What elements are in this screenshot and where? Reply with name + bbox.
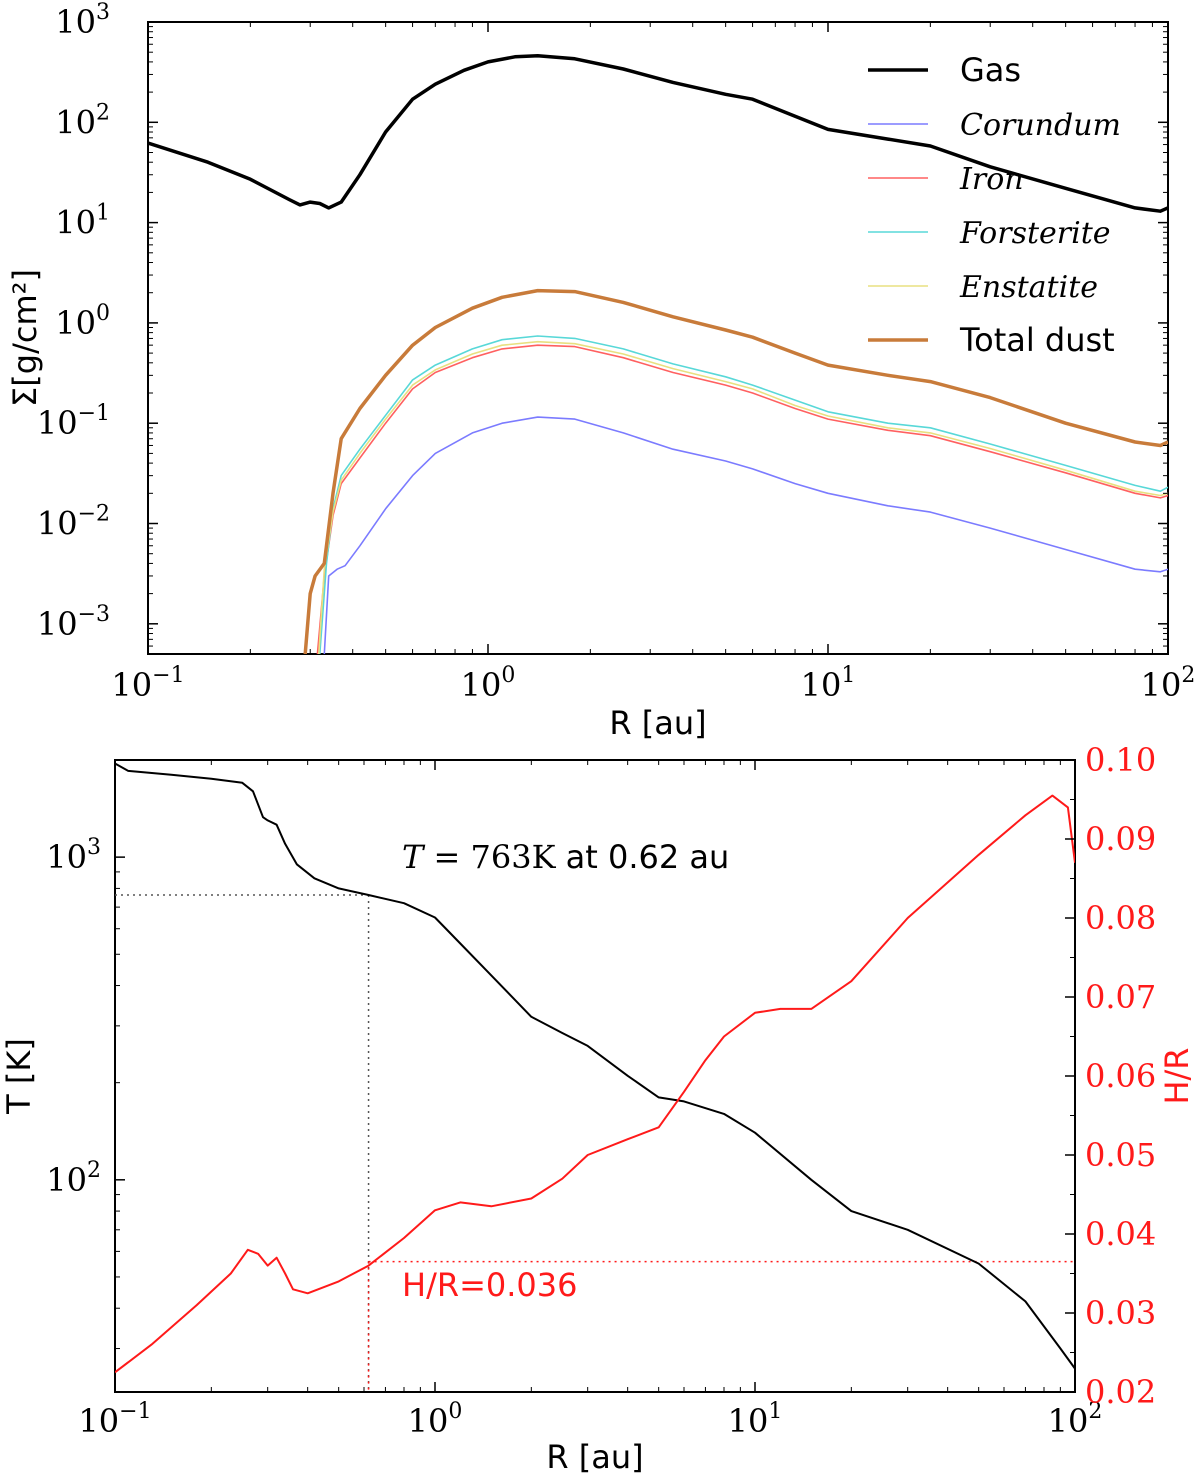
y2-tick-label: 0.10 (1085, 741, 1156, 779)
legend-label: Enstatite (959, 270, 1098, 305)
legend-item: Iron (868, 162, 1024, 197)
y-tick-label: 10−3 (37, 602, 110, 643)
y-tick-label: 10−2 (37, 502, 110, 543)
series-line-gas (148, 54, 1168, 213)
y2-tick-label: 0.03 (1085, 1294, 1156, 1332)
series-line-iron (316, 344, 1168, 654)
y2-tick-label: 0.02 (1085, 1373, 1156, 1411)
y-tick-label: 103 (46, 835, 101, 876)
x-axis-label-bottom: R [au] (546, 1438, 643, 1476)
y2-tick-label: 0.04 (1085, 1215, 1156, 1253)
y2-tick-label: 0.05 (1085, 1136, 1156, 1174)
series-line-enstatite (318, 340, 1168, 654)
legend-item: Corundum (868, 108, 1121, 143)
temperature-annotation: T = 763K at 0.62 au (402, 838, 729, 876)
y-tick-label: 102 (55, 100, 110, 141)
y-tick-label: 103 (55, 0, 110, 41)
legend: Gas Corundum Iron Forsterite Enstatite Total … (868, 51, 1121, 359)
y2-tick-label: 0.07 (1085, 978, 1156, 1016)
x-tick-label: 102 (1048, 1399, 1103, 1440)
y-tick-label: 100 (55, 301, 110, 342)
y-axis-label-temperature: T [K] (0, 1038, 38, 1115)
x-tick-label: 10−1 (78, 1399, 151, 1440)
y2-tick-label: 0.09 (1085, 820, 1156, 858)
temp-annot-symbol: T (402, 838, 426, 876)
y-tick-label: 10−1 (37, 401, 110, 442)
x-axis-label-top: R [au] (609, 704, 706, 742)
legend-item: Enstatite (868, 270, 1098, 305)
series-line-aspect-ratio (115, 794, 1075, 1374)
y-axis-label-sigma: Σ[g/cm²] (6, 269, 44, 407)
x-tick-label: 100 (408, 1399, 463, 1440)
legend-label: Iron (959, 162, 1024, 197)
legend-label: Gas (960, 51, 1021, 89)
y2-axis-label-hr: H/R (1158, 1047, 1196, 1104)
series-line-corundum (323, 416, 1168, 654)
x-tick-label: 102 (1141, 663, 1196, 704)
series-line-total-dust (303, 288, 1168, 654)
temp-annot-rest: at 0.62 au (555, 838, 729, 876)
y2-tick-label: 0.06 (1085, 1057, 1156, 1095)
legend-item: Forsterite (868, 216, 1111, 251)
x-tick-label: 101 (728, 1399, 783, 1440)
legend-label: Corundum (960, 108, 1121, 143)
surface-density-panel: 10−1 100 101 102 10−3 10−2 10−1 100 101 102 103 R … (6, 0, 1195, 742)
x-tick-label: 10−1 (111, 663, 184, 704)
x-tick-label: 101 (801, 663, 856, 704)
legend-item: Total dust (868, 321, 1115, 359)
legend-label: Total dust (959, 321, 1115, 359)
legend-label: Forsterite (959, 216, 1111, 251)
series-line-temperature (115, 762, 1075, 1370)
temp-annot-value: = 763K (423, 838, 556, 876)
legend-item: Gas (868, 51, 1021, 89)
series-line-forsterite (319, 335, 1168, 654)
y-tick-label: 101 (55, 201, 110, 242)
x-tick-label: 100 (461, 663, 516, 704)
y-tick-label: 102 (46, 1158, 101, 1199)
hr-annotation: H/R=0.036 (402, 1266, 578, 1304)
temperature-panel: 10−1 100 101 102 102 103 0.02 0.03 0.04 0.05 0.06 0… (0, 741, 1196, 1476)
y2-tick-label: 0.08 (1085, 899, 1156, 937)
